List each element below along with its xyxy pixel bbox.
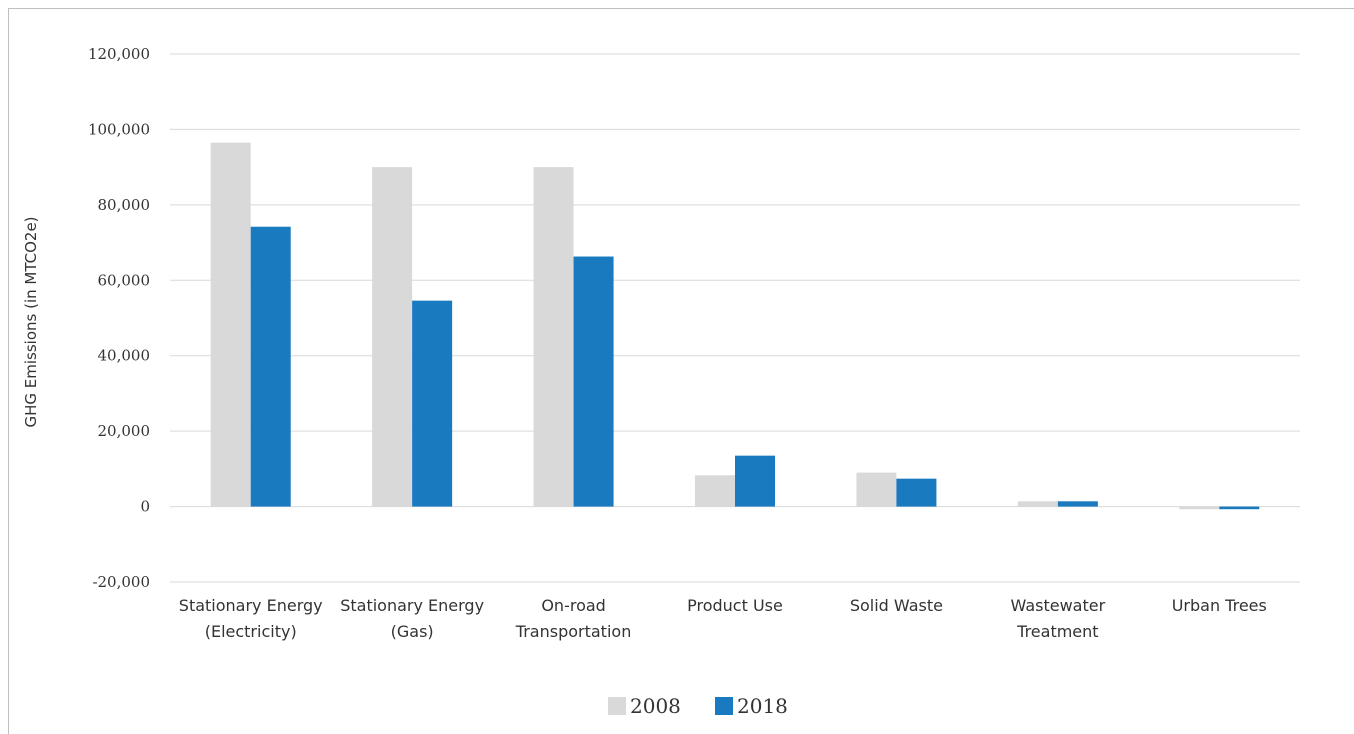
y-tick-label: 40,000 xyxy=(98,347,151,365)
x-tick-label: (Electricity) xyxy=(205,622,297,641)
y-tick-label: -20,000 xyxy=(92,573,150,591)
bar-2018-0 xyxy=(250,226,291,507)
bar-2018-5 xyxy=(1057,501,1098,507)
y-tick-label: 100,000 xyxy=(88,120,150,138)
legend: 2008 2018 xyxy=(608,694,788,718)
y-axis-title: GHG Emissions (in MTCO2e) xyxy=(22,216,40,427)
y-axis-ticks: -20,000 0 20,000 40,000 60,000 80,000 100,000 1… xyxy=(88,45,150,591)
bar-2018-3 xyxy=(735,455,775,507)
x-tick-label: On-road xyxy=(541,596,605,615)
bar-2008-1 xyxy=(372,167,413,507)
bar-2018-4 xyxy=(896,478,937,507)
bar-2008-2 xyxy=(533,167,574,507)
x-tick-label: Urban Trees xyxy=(1172,596,1267,615)
x-axis-categories: Stationary Energy (Electricity) Stationary… xyxy=(179,596,1267,641)
bar-2018-6 xyxy=(1219,506,1260,510)
legend-label-2008: 2008 xyxy=(630,694,681,718)
x-tick-label: Wastewater xyxy=(1011,596,1106,615)
bar-2018-2 xyxy=(573,256,614,507)
x-tick-label: Treatment xyxy=(1016,622,1098,641)
x-tick-label: Solid Waste xyxy=(850,596,943,615)
y-tick-label: 60,000 xyxy=(98,271,151,289)
legend-swatch-2018 xyxy=(715,697,733,715)
y-tick-label: 80,000 xyxy=(98,196,151,214)
bars xyxy=(210,142,1260,510)
x-tick-label: Stationary Energy xyxy=(340,596,484,615)
bar-2008-0 xyxy=(210,142,251,507)
x-tick-label: Product Use xyxy=(687,596,783,615)
bar-2008-5 xyxy=(1017,501,1058,507)
x-tick-label: Transportation xyxy=(515,622,632,641)
legend-swatch-2008 xyxy=(608,697,626,715)
y-tick-label: 20,000 xyxy=(98,422,151,440)
bar-2008-4 xyxy=(856,472,897,507)
y-tick-label: 0 xyxy=(140,498,150,516)
x-tick-label: Stationary Energy xyxy=(179,596,323,615)
y-tick-label: 120,000 xyxy=(88,45,150,63)
legend-label-2018: 2018 xyxy=(737,694,788,718)
bar-2008-3 xyxy=(695,475,735,507)
bar-2008-6 xyxy=(1179,506,1220,510)
bar-2018-1 xyxy=(412,300,453,507)
x-tick-label: (Gas) xyxy=(391,622,434,641)
chart-frame xyxy=(8,8,1354,734)
